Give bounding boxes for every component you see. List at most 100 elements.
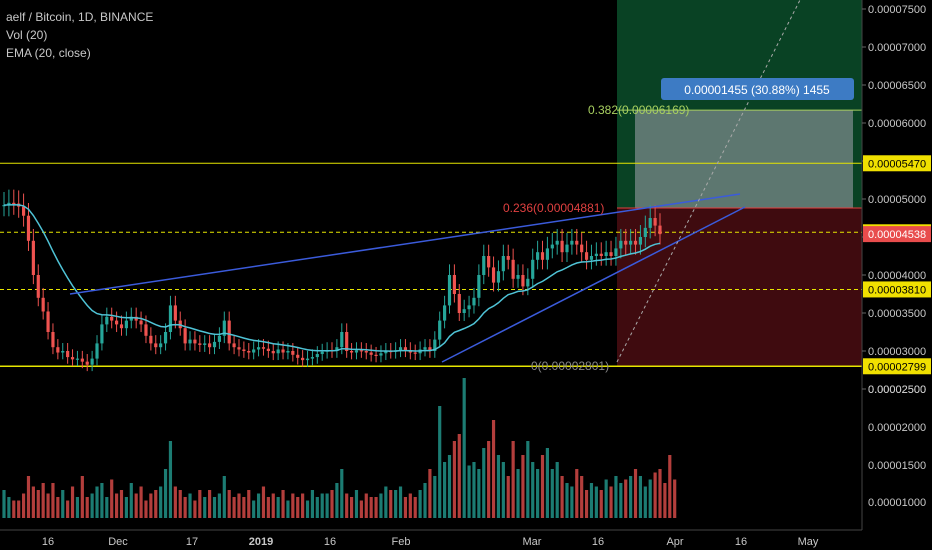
price-level-label xyxy=(863,155,931,172)
candle-body xyxy=(129,316,133,321)
candle-body xyxy=(614,248,618,256)
candle-body xyxy=(472,297,476,306)
volume-bar xyxy=(183,497,187,518)
candle-body xyxy=(604,252,608,256)
volume-bar xyxy=(237,493,241,518)
x-tick-label: 16 xyxy=(324,536,336,548)
volume-tick-label: 0.00001000 xyxy=(868,497,926,509)
volume-bar xyxy=(663,483,667,518)
volume-bar xyxy=(144,500,148,518)
volume-bar xyxy=(252,500,256,518)
candle-body xyxy=(281,349,285,353)
candle-body xyxy=(501,256,505,272)
projection-box xyxy=(635,110,853,209)
candle-body xyxy=(75,358,80,360)
stop-zone xyxy=(617,208,862,367)
volume-bar xyxy=(496,455,501,518)
volume-bar xyxy=(452,441,456,518)
candle-body xyxy=(609,252,613,256)
volume-bar xyxy=(599,490,603,518)
volume-bar xyxy=(668,455,672,518)
candle-body xyxy=(227,320,231,344)
volume-bar xyxy=(261,486,266,518)
price-axis xyxy=(862,0,932,550)
projection-line xyxy=(616,0,801,363)
volume-bar xyxy=(325,493,329,518)
volume-bar xyxy=(26,476,31,518)
volume-bar xyxy=(472,462,476,518)
candle-body xyxy=(305,358,310,361)
candle-body xyxy=(555,240,559,245)
y-tick-label: 0.00006500 xyxy=(868,80,926,92)
volume-bar xyxy=(467,465,471,518)
volume-bar xyxy=(188,493,192,518)
candle-body xyxy=(252,349,256,353)
volume-bar xyxy=(271,493,275,518)
volume-bar xyxy=(305,500,310,518)
volume-bar xyxy=(198,490,202,518)
candle-body xyxy=(584,252,589,260)
volume-bar xyxy=(46,493,50,518)
volume-bar xyxy=(66,500,70,518)
price-label-text: 0.00002799 xyxy=(868,361,926,373)
candle-body xyxy=(193,339,197,344)
volume-bar xyxy=(462,378,466,518)
candle-body xyxy=(516,275,520,279)
volume-bar xyxy=(354,490,359,518)
candle-body xyxy=(12,202,16,204)
candle-body xyxy=(66,351,70,358)
volume-bar xyxy=(374,497,378,518)
volume-bar xyxy=(2,490,6,518)
volume-bar xyxy=(398,486,403,518)
y-tick-label: 0.00007000 xyxy=(868,42,926,54)
volume-bar xyxy=(163,469,168,518)
volume-bar xyxy=(457,434,461,518)
candle-body xyxy=(570,240,574,245)
volume-bar xyxy=(555,462,559,518)
volume-bar xyxy=(70,486,75,518)
candle-body xyxy=(531,259,535,279)
candle-body xyxy=(21,206,26,216)
candle-body xyxy=(638,237,643,245)
y-tick-label: 0.00003500 xyxy=(868,308,926,320)
y-tick-label: 0.00006000 xyxy=(868,118,926,130)
candle-body xyxy=(296,354,300,358)
volume-bar xyxy=(159,486,163,518)
fib-382-label: 0.382(0.00006169) xyxy=(588,103,689,117)
volume-bar xyxy=(276,497,280,518)
callout-text: 0.00001455 (30.88%) 1455 xyxy=(684,83,830,97)
candle-body xyxy=(345,332,349,351)
volume-bar xyxy=(17,500,21,518)
volume-bar xyxy=(75,497,80,518)
x-tick-label: May xyxy=(798,536,819,548)
candle-body xyxy=(550,244,554,249)
volume-bar xyxy=(545,448,549,518)
candle-body xyxy=(173,305,177,321)
volume-bar xyxy=(173,486,177,518)
volume-bar xyxy=(526,441,530,518)
volume-bar xyxy=(423,483,427,518)
volume-bar xyxy=(36,490,40,518)
volume-bar xyxy=(291,493,295,518)
price-label-text: 0.00003810 xyxy=(868,284,926,296)
candle-body xyxy=(364,351,368,353)
volume-bar xyxy=(482,448,486,518)
volume-bar xyxy=(154,490,158,518)
volume-bar xyxy=(580,476,584,518)
volume-indicator-label: Vol (20) xyxy=(6,28,48,42)
volume-bar xyxy=(349,497,354,518)
volume-bar xyxy=(550,469,554,518)
y-tick-label: 0.00005000 xyxy=(868,194,926,206)
candle-body xyxy=(629,240,633,245)
candle-body xyxy=(266,348,270,351)
volume-bar xyxy=(168,441,173,518)
volume-bar xyxy=(673,479,677,518)
candle-body xyxy=(41,297,45,312)
volume-bar xyxy=(119,490,124,518)
candle-body xyxy=(237,347,241,350)
candle-body xyxy=(61,351,65,353)
candle-body xyxy=(403,347,408,351)
upper-trendline xyxy=(69,193,741,295)
chart-legend: aelf / Bitcoin, 1D, BINANCE Vol (20) EMA… xyxy=(6,8,153,62)
